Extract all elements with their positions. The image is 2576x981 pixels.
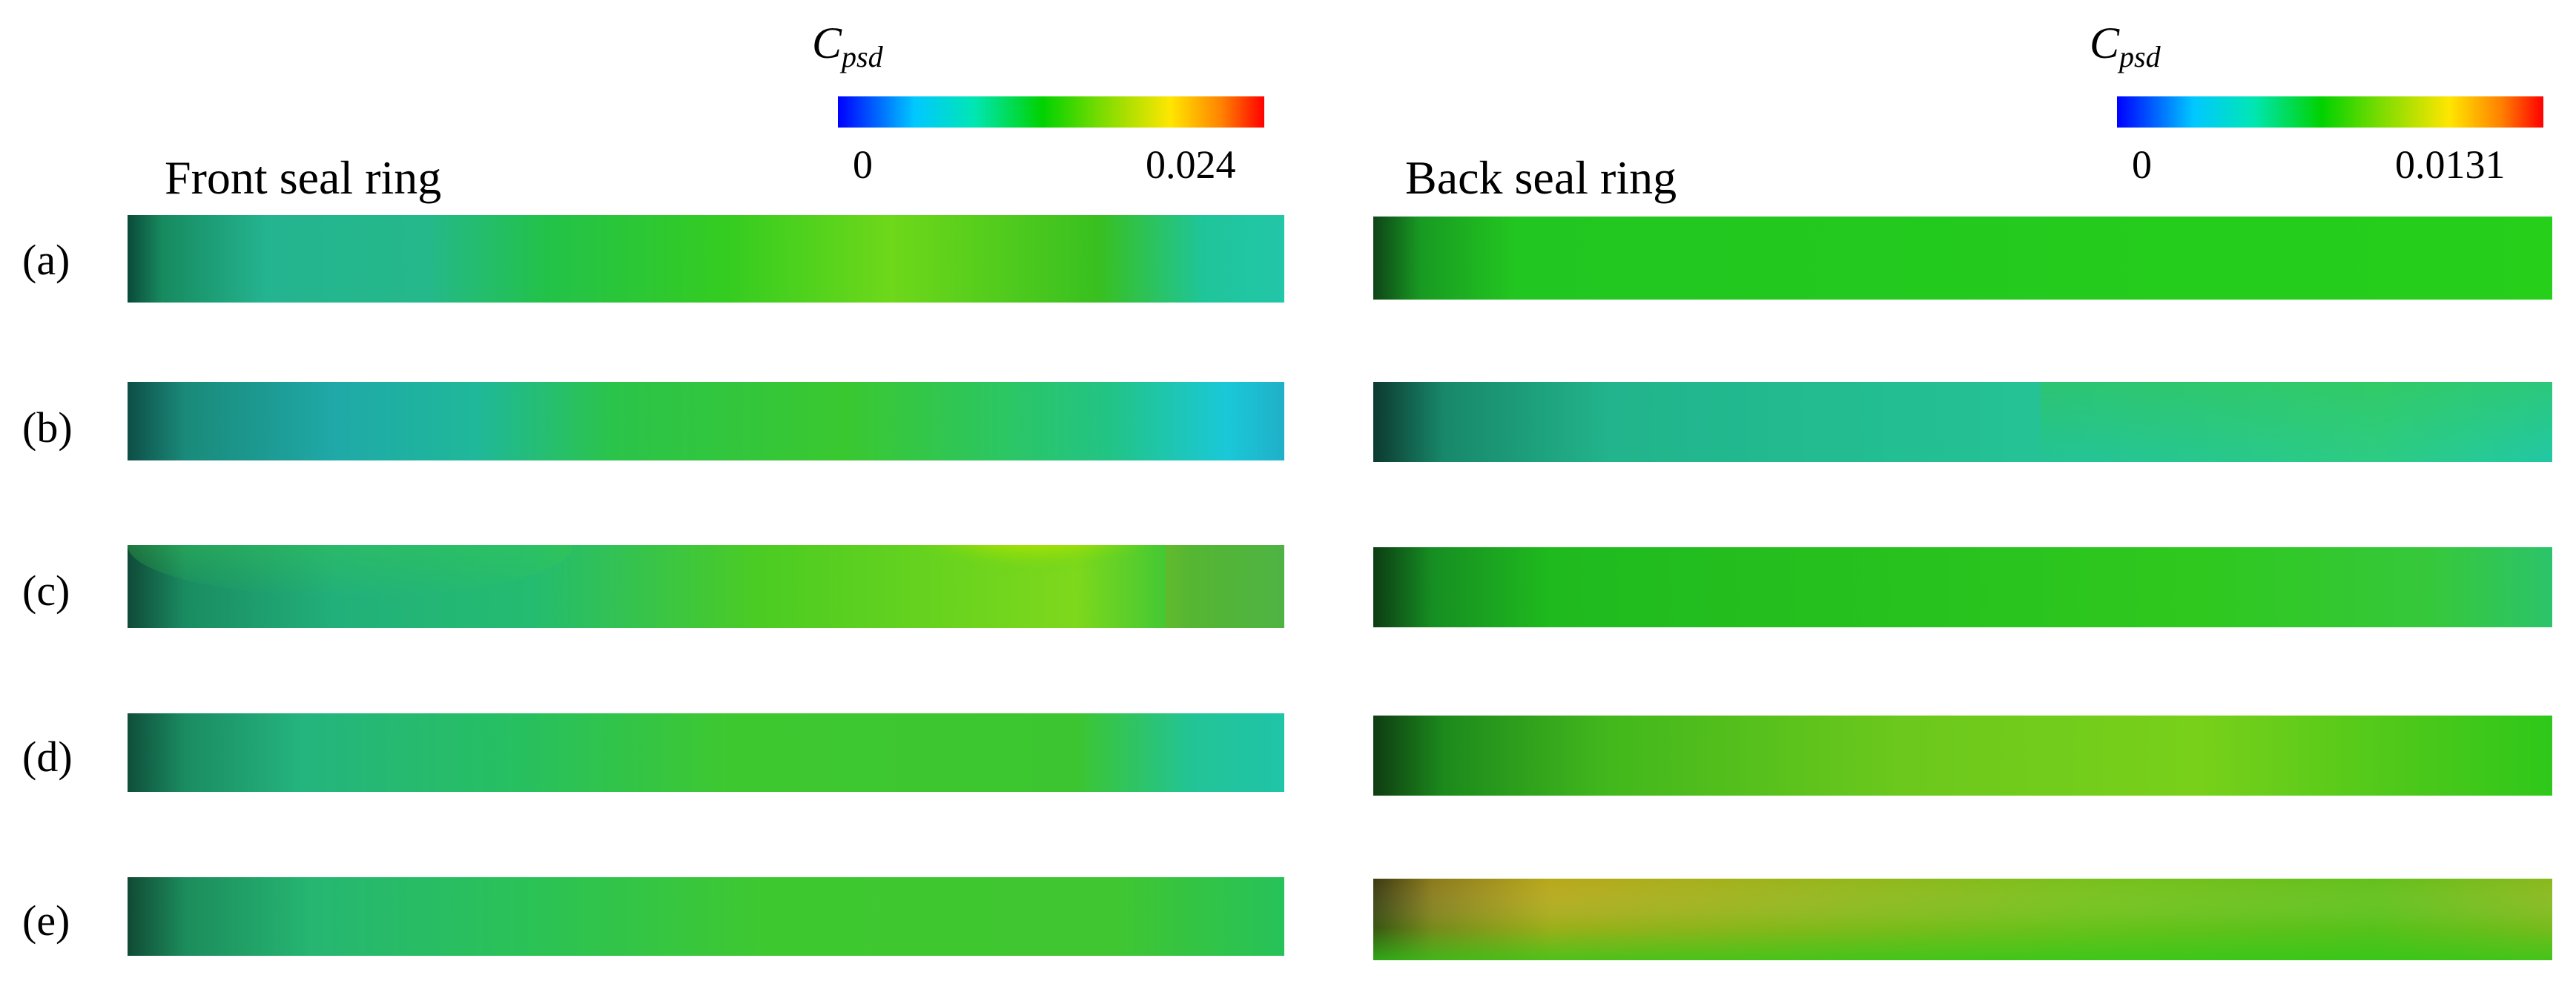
front-ring-contour-a xyxy=(128,215,1284,303)
right-colorbar-max: 0.0131 xyxy=(2395,142,2506,187)
back-ring-contour-a xyxy=(1373,217,2552,300)
back-ring-contour-d xyxy=(1373,716,2552,796)
right-colorbar-min: 0 xyxy=(2132,142,2152,187)
front-ring-contour-b xyxy=(128,382,1284,460)
front-ring-contour-c xyxy=(128,545,1284,628)
row-label-a: (a) xyxy=(22,236,70,284)
left-colorbar-label-main: C xyxy=(812,19,842,67)
left-colorbar-max: 0.024 xyxy=(1146,142,1236,187)
right-colorbar-label: Cpsd xyxy=(2090,21,2161,72)
right-colorbar-label-main: C xyxy=(2090,19,2120,67)
front-ring-contour-e xyxy=(128,877,1284,956)
back-ring-contour-e xyxy=(1373,879,2552,960)
left-colorbar-min: 0 xyxy=(853,142,873,187)
right-colorbar-label-sub: psd xyxy=(2119,40,2161,73)
right-colorbar xyxy=(2117,96,2543,128)
row-label-d: (d) xyxy=(22,733,73,781)
left-colorbar xyxy=(838,96,1264,128)
front-seal-ring-title: Front seal ring xyxy=(165,151,442,204)
left-colorbar-label-sub: psd xyxy=(842,40,883,73)
row-label-b: (b) xyxy=(22,403,73,452)
left-colorbar-label: Cpsd xyxy=(812,21,883,72)
row-label-e: (e) xyxy=(22,896,70,945)
front-ring-contour-d xyxy=(128,713,1284,792)
back-ring-contour-b xyxy=(1373,382,2552,462)
back-ring-contour-c xyxy=(1373,547,2552,627)
back-seal-ring-title: Back seal ring xyxy=(1405,151,1677,204)
row-label-c: (c) xyxy=(22,567,70,615)
